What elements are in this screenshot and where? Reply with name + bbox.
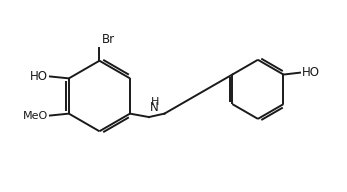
- Text: Br: Br: [101, 33, 115, 46]
- Text: HO: HO: [302, 66, 320, 79]
- Text: MeO: MeO: [23, 111, 48, 121]
- Text: HO: HO: [30, 70, 48, 83]
- Text: N: N: [150, 101, 159, 114]
- Text: H: H: [151, 97, 159, 107]
